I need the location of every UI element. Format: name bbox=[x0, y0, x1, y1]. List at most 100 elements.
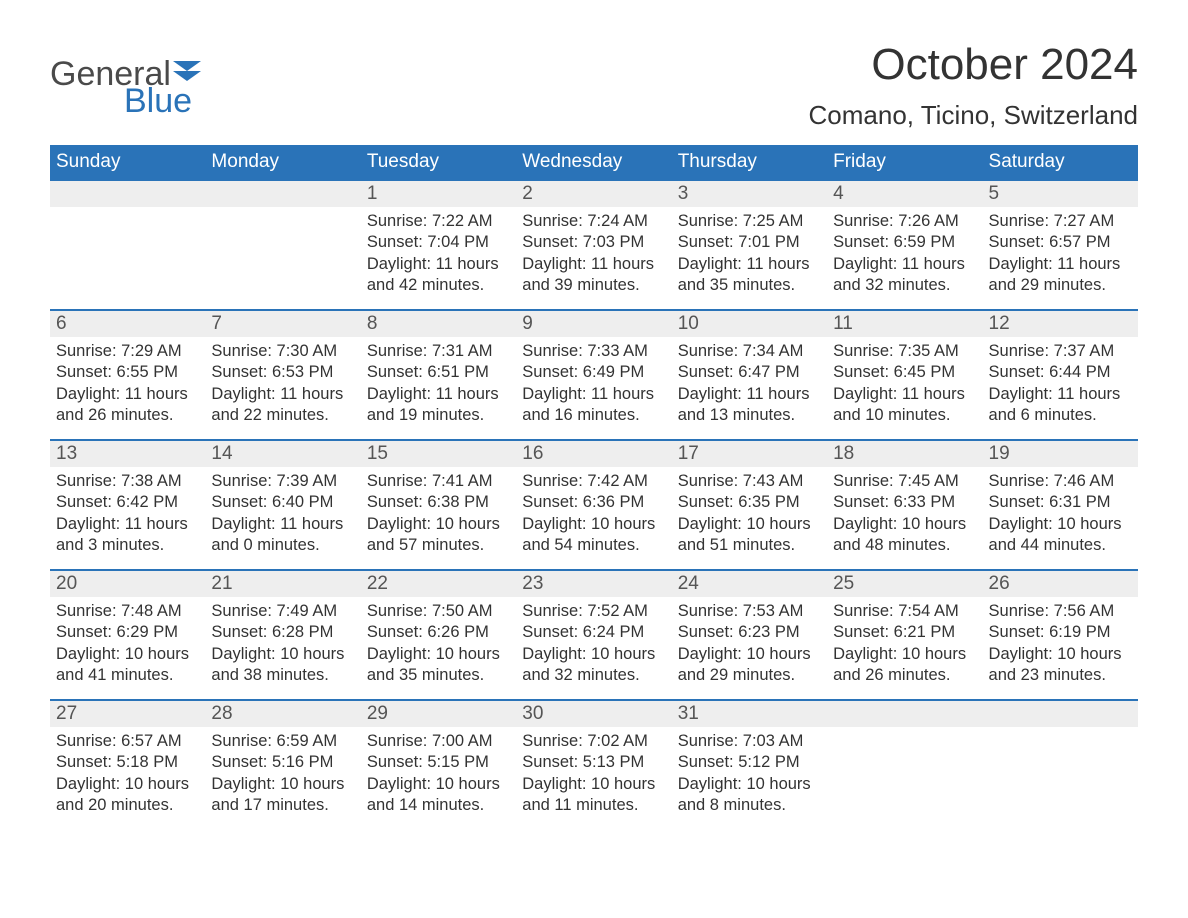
daylight-line: Daylight: 11 hours and 32 minutes. bbox=[833, 254, 976, 297]
day-number: 2 bbox=[516, 181, 671, 207]
sunrise-line: Sunrise: 7:39 AM bbox=[211, 471, 354, 492]
day-number: 18 bbox=[827, 441, 982, 467]
location: Comano, Ticino, Switzerland bbox=[809, 100, 1138, 131]
sunset-line: Sunset: 7:01 PM bbox=[678, 232, 821, 253]
day-number: 22 bbox=[361, 571, 516, 597]
day-number: 10 bbox=[672, 311, 827, 337]
daylight-line: Daylight: 11 hours and 35 minutes. bbox=[678, 254, 821, 297]
day-number: 31 bbox=[672, 701, 827, 727]
calendar-cell: 1Sunrise: 7:22 AMSunset: 7:04 PMDaylight… bbox=[361, 180, 516, 310]
sunset-line: Sunset: 7:04 PM bbox=[367, 232, 510, 253]
calendar-cell: 29Sunrise: 7:00 AMSunset: 5:15 PMDayligh… bbox=[361, 700, 516, 830]
calendar-cell: 2Sunrise: 7:24 AMSunset: 7:03 PMDaylight… bbox=[516, 180, 671, 310]
daylight-line: Daylight: 10 hours and 44 minutes. bbox=[989, 514, 1132, 557]
daylight-line: Daylight: 10 hours and 17 minutes. bbox=[211, 774, 354, 817]
calendar-cell: 24Sunrise: 7:53 AMSunset: 6:23 PMDayligh… bbox=[672, 570, 827, 700]
sunrise-line: Sunrise: 7:29 AM bbox=[56, 341, 199, 362]
day-number: 16 bbox=[516, 441, 671, 467]
daylight-line: Daylight: 10 hours and 14 minutes. bbox=[367, 774, 510, 817]
sunrise-line: Sunrise: 7:24 AM bbox=[522, 211, 665, 232]
day-body: Sunrise: 7:26 AMSunset: 6:59 PMDaylight:… bbox=[827, 207, 982, 301]
calendar-week: 6Sunrise: 7:29 AMSunset: 6:55 PMDaylight… bbox=[50, 310, 1138, 440]
sunrise-line: Sunrise: 7:54 AM bbox=[833, 601, 976, 622]
calendar-cell: 6Sunrise: 7:29 AMSunset: 6:55 PMDaylight… bbox=[50, 310, 205, 440]
sunset-line: Sunset: 6:53 PM bbox=[211, 362, 354, 383]
day-body: Sunrise: 7:42 AMSunset: 6:36 PMDaylight:… bbox=[516, 467, 671, 561]
calendar-cell: 17Sunrise: 7:43 AMSunset: 6:35 PMDayligh… bbox=[672, 440, 827, 570]
calendar-cell: 3Sunrise: 7:25 AMSunset: 7:01 PMDaylight… bbox=[672, 180, 827, 310]
calendar-cell: 21Sunrise: 7:49 AMSunset: 6:28 PMDayligh… bbox=[205, 570, 360, 700]
calendar-cell: 27Sunrise: 6:57 AMSunset: 5:18 PMDayligh… bbox=[50, 700, 205, 830]
calendar-week: 1Sunrise: 7:22 AMSunset: 7:04 PMDaylight… bbox=[50, 180, 1138, 310]
calendar-body: 1Sunrise: 7:22 AMSunset: 7:04 PMDaylight… bbox=[50, 180, 1138, 830]
calendar-cell: 10Sunrise: 7:34 AMSunset: 6:47 PMDayligh… bbox=[672, 310, 827, 440]
day-header: Tuesday bbox=[361, 145, 516, 180]
calendar-cell: 20Sunrise: 7:48 AMSunset: 6:29 PMDayligh… bbox=[50, 570, 205, 700]
daylight-line: Daylight: 10 hours and 26 minutes. bbox=[833, 644, 976, 687]
daylight-line: Daylight: 11 hours and 6 minutes. bbox=[989, 384, 1132, 427]
sunrise-line: Sunrise: 7:50 AM bbox=[367, 601, 510, 622]
daylight-line: Daylight: 10 hours and 51 minutes. bbox=[678, 514, 821, 557]
daylight-line: Daylight: 10 hours and 8 minutes. bbox=[678, 774, 821, 817]
sunrise-line: Sunrise: 7:53 AM bbox=[678, 601, 821, 622]
daylight-line: Daylight: 10 hours and 48 minutes. bbox=[833, 514, 976, 557]
sunset-line: Sunset: 5:12 PM bbox=[678, 752, 821, 773]
day-body: Sunrise: 7:50 AMSunset: 6:26 PMDaylight:… bbox=[361, 597, 516, 691]
logo-word2: Blue bbox=[124, 82, 201, 121]
sunset-line: Sunset: 5:16 PM bbox=[211, 752, 354, 773]
day-number: 19 bbox=[983, 441, 1138, 467]
calendar-cell: 5Sunrise: 7:27 AMSunset: 6:57 PMDaylight… bbox=[983, 180, 1138, 310]
sunrise-line: Sunrise: 7:43 AM bbox=[678, 471, 821, 492]
sunset-line: Sunset: 6:23 PM bbox=[678, 622, 821, 643]
calendar-cell: 13Sunrise: 7:38 AMSunset: 6:42 PMDayligh… bbox=[50, 440, 205, 570]
calendar-cell: 30Sunrise: 7:02 AMSunset: 5:13 PMDayligh… bbox=[516, 700, 671, 830]
sunset-line: Sunset: 6:45 PM bbox=[833, 362, 976, 383]
sunset-line: Sunset: 6:33 PM bbox=[833, 492, 976, 513]
daylight-line: Daylight: 10 hours and 57 minutes. bbox=[367, 514, 510, 557]
sunrise-line: Sunrise: 7:02 AM bbox=[522, 731, 665, 752]
day-header: Monday bbox=[205, 145, 360, 180]
day-body: Sunrise: 7:25 AMSunset: 7:01 PMDaylight:… bbox=[672, 207, 827, 301]
sunset-line: Sunset: 6:38 PM bbox=[367, 492, 510, 513]
calendar-cell: 9Sunrise: 7:33 AMSunset: 6:49 PMDaylight… bbox=[516, 310, 671, 440]
day-number: 8 bbox=[361, 311, 516, 337]
day-body: Sunrise: 7:27 AMSunset: 6:57 PMDaylight:… bbox=[983, 207, 1138, 301]
daylight-line: Daylight: 11 hours and 22 minutes. bbox=[211, 384, 354, 427]
sunrise-line: Sunrise: 7:34 AM bbox=[678, 341, 821, 362]
sunrise-line: Sunrise: 7:46 AM bbox=[989, 471, 1132, 492]
day-body: Sunrise: 7:33 AMSunset: 6:49 PMDaylight:… bbox=[516, 337, 671, 431]
sunset-line: Sunset: 7:03 PM bbox=[522, 232, 665, 253]
calendar-cell bbox=[50, 180, 205, 310]
sunrise-line: Sunrise: 7:27 AM bbox=[989, 211, 1132, 232]
title-block: October 2024 Comano, Ticino, Switzerland bbox=[809, 40, 1138, 137]
day-body: Sunrise: 7:02 AMSunset: 5:13 PMDaylight:… bbox=[516, 727, 671, 821]
day-header: Friday bbox=[827, 145, 982, 180]
day-number: 23 bbox=[516, 571, 671, 597]
header: General Blue October 2024 Comano, Ticino… bbox=[50, 40, 1138, 137]
day-body: Sunrise: 7:30 AMSunset: 6:53 PMDaylight:… bbox=[205, 337, 360, 431]
day-body: Sunrise: 7:38 AMSunset: 6:42 PMDaylight:… bbox=[50, 467, 205, 561]
sunrise-line: Sunrise: 7:26 AM bbox=[833, 211, 976, 232]
daylight-line: Daylight: 10 hours and 20 minutes. bbox=[56, 774, 199, 817]
day-number: 5 bbox=[983, 181, 1138, 207]
calendar-cell: 19Sunrise: 7:46 AMSunset: 6:31 PMDayligh… bbox=[983, 440, 1138, 570]
daylight-line: Daylight: 11 hours and 19 minutes. bbox=[367, 384, 510, 427]
sunset-line: Sunset: 6:35 PM bbox=[678, 492, 821, 513]
calendar-cell: 15Sunrise: 7:41 AMSunset: 6:38 PMDayligh… bbox=[361, 440, 516, 570]
calendar-week: 20Sunrise: 7:48 AMSunset: 6:29 PMDayligh… bbox=[50, 570, 1138, 700]
sunrise-line: Sunrise: 7:38 AM bbox=[56, 471, 199, 492]
sunrise-line: Sunrise: 7:22 AM bbox=[367, 211, 510, 232]
day-body: Sunrise: 7:52 AMSunset: 6:24 PMDaylight:… bbox=[516, 597, 671, 691]
daylight-line: Daylight: 10 hours and 54 minutes. bbox=[522, 514, 665, 557]
sunset-line: Sunset: 6:24 PM bbox=[522, 622, 665, 643]
day-number: 3 bbox=[672, 181, 827, 207]
sunset-line: Sunset: 5:13 PM bbox=[522, 752, 665, 773]
sunset-line: Sunset: 6:26 PM bbox=[367, 622, 510, 643]
sunset-line: Sunset: 6:51 PM bbox=[367, 362, 510, 383]
day-body: Sunrise: 7:35 AMSunset: 6:45 PMDaylight:… bbox=[827, 337, 982, 431]
day-body: Sunrise: 7:53 AMSunset: 6:23 PMDaylight:… bbox=[672, 597, 827, 691]
calendar-cell: 25Sunrise: 7:54 AMSunset: 6:21 PMDayligh… bbox=[827, 570, 982, 700]
sunrise-line: Sunrise: 7:37 AM bbox=[989, 341, 1132, 362]
day-number: 9 bbox=[516, 311, 671, 337]
day-body: Sunrise: 6:59 AMSunset: 5:16 PMDaylight:… bbox=[205, 727, 360, 821]
